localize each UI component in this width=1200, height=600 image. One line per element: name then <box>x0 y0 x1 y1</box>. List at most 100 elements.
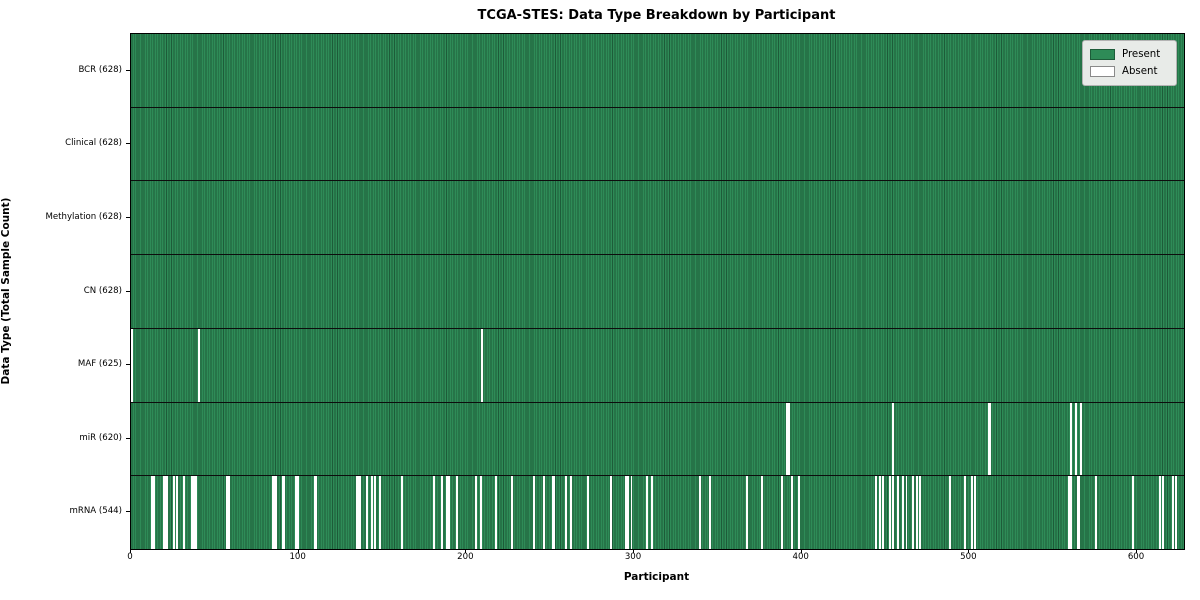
present-swatch-icon <box>1090 49 1115 60</box>
absent-stripe <box>533 476 536 550</box>
absent-stripe <box>1172 476 1175 550</box>
absent-stripe <box>786 402 789 476</box>
x-tick-label: 400 <box>792 552 809 562</box>
x-tick-label: 200 <box>457 552 474 562</box>
absent-stripe <box>791 476 794 550</box>
absent-swatch-icon <box>1090 66 1115 77</box>
absent-stripe <box>194 476 197 550</box>
absent-stripe <box>456 476 459 550</box>
y-tick-mark <box>126 511 130 513</box>
absent-stripe <box>281 476 284 550</box>
absent-stripe <box>172 476 175 550</box>
absent-stripe <box>494 476 497 550</box>
y-tick-label: Methylation (628) <box>45 211 122 222</box>
legend: Present Absent <box>1082 40 1177 86</box>
absent-stripe <box>1076 476 1079 550</box>
legend-absent-label: Absent <box>1122 66 1158 77</box>
x-tick-label: 100 <box>289 552 306 562</box>
absent-stripe <box>357 476 360 550</box>
absent-stripe <box>271 476 274 550</box>
absent-stripe <box>400 476 403 550</box>
absent-stripe <box>627 476 630 550</box>
absent-stripe <box>1131 476 1134 550</box>
absent-stripe <box>746 476 749 550</box>
y-tick-label: BCR (628) <box>78 64 122 75</box>
absent-stripe <box>610 476 613 550</box>
absent-stripe <box>441 476 444 550</box>
absent-stripe <box>645 476 648 550</box>
absent-stripe <box>296 476 299 550</box>
absent-stripe <box>1068 476 1071 550</box>
absent-stripe <box>912 476 915 550</box>
absent-stripe <box>432 476 435 550</box>
legend-entry-absent: Absent <box>1090 63 1168 80</box>
absent-stripe <box>781 476 784 550</box>
heatmap-row-bcr <box>131 34 1184 108</box>
absent-stripe <box>902 476 905 550</box>
absent-stripe <box>882 476 884 550</box>
absent-stripe <box>197 328 200 402</box>
absent-stripe <box>446 476 449 550</box>
absent-stripe <box>551 476 554 550</box>
absent-stripe <box>761 476 764 550</box>
absent-stripe <box>970 476 973 550</box>
y-tick-mark <box>126 364 130 366</box>
chart-title: TCGA-STES: Data Type Breakdown by Partic… <box>477 8 836 23</box>
absent-stripe <box>474 476 477 550</box>
y-tick-mark <box>126 216 130 218</box>
heatmap-row-maf <box>131 328 1184 403</box>
absent-stripe <box>273 476 276 550</box>
absent-stripe <box>226 476 229 550</box>
x-tick-mark <box>968 549 970 553</box>
absent-stripe <box>152 476 155 550</box>
absent-stripe <box>283 476 286 550</box>
absent-stripe <box>888 476 891 550</box>
absent-stripe <box>164 476 167 550</box>
y-tick-label: CN (628) <box>83 285 122 296</box>
legend-entry-present: Present <box>1090 46 1168 63</box>
absent-stripe <box>630 476 633 550</box>
absent-stripe <box>150 476 153 550</box>
absent-stripe <box>1069 476 1072 550</box>
absent-stripe <box>479 476 482 550</box>
x-tick-label: 0 <box>127 552 133 562</box>
absent-stripe <box>1069 402 1072 476</box>
absent-stripe <box>1074 402 1077 476</box>
y-tick-mark <box>126 69 130 71</box>
y-tick-label: miR (620) <box>79 432 122 443</box>
heatmap-row-methylation <box>131 181 1184 256</box>
absent-stripe <box>798 476 801 550</box>
absent-stripe <box>709 476 712 550</box>
absent-stripe <box>570 476 573 550</box>
absent-stripe <box>295 476 298 550</box>
absent-stripe <box>989 402 992 476</box>
absent-stripe <box>586 476 589 550</box>
absent-stripe <box>373 476 376 550</box>
absent-stripe <box>447 476 450 550</box>
absent-stripe <box>379 476 381 550</box>
absent-stripe <box>878 476 881 550</box>
x-tick-label: 600 <box>1127 552 1145 562</box>
x-tick-mark <box>297 549 299 553</box>
plot-area <box>130 33 1185 550</box>
absent-stripe <box>313 476 316 550</box>
y-tick-mark <box>126 437 130 439</box>
absent-stripe <box>987 402 990 476</box>
absent-stripe <box>553 476 556 550</box>
absent-stripe <box>228 476 231 550</box>
absent-stripe <box>543 476 546 550</box>
absent-stripe <box>1079 402 1082 476</box>
absent-stripe <box>918 476 921 550</box>
y-tick-mark <box>126 290 130 292</box>
absent-stripe <box>625 476 628 550</box>
absent-stripe <box>365 476 368 550</box>
absent-stripe <box>275 476 278 550</box>
legend-present-label: Present <box>1122 49 1161 60</box>
x-tick-mark <box>633 549 635 553</box>
y-tick-label: mRNA (544) <box>69 506 123 517</box>
absent-stripe <box>949 476 952 550</box>
heatmap-row-cn <box>131 255 1184 329</box>
x-tick-mark <box>130 549 131 553</box>
absent-stripe <box>131 328 133 402</box>
